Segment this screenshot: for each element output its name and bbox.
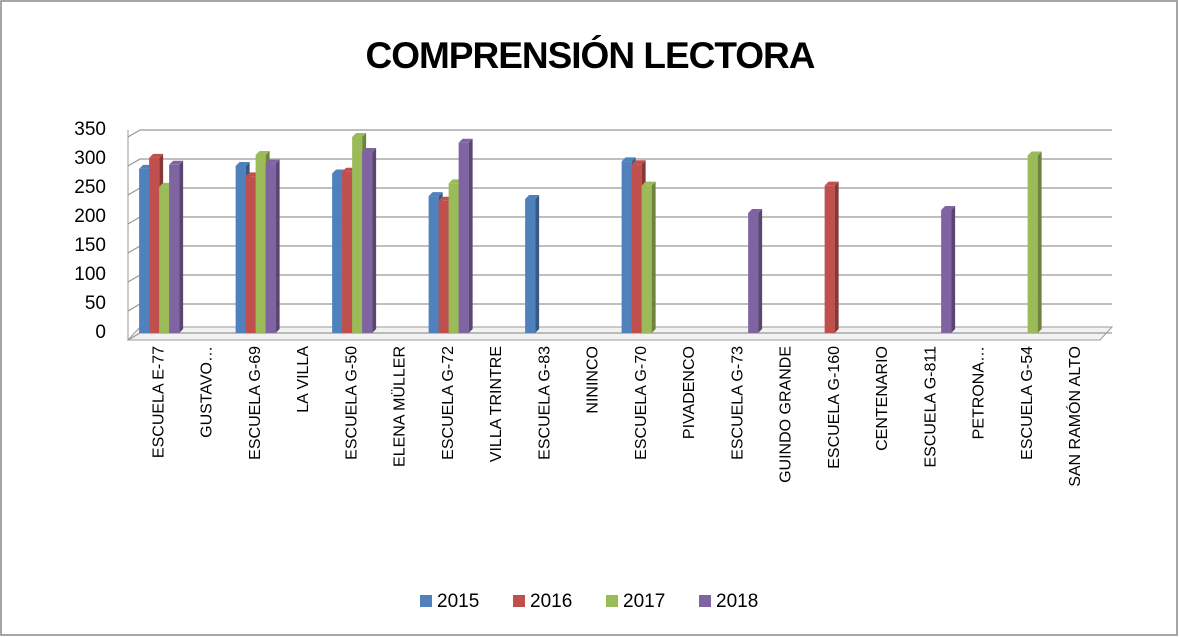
bar [641,185,652,333]
bar [428,196,439,333]
x-tick-label: GUSTAVO… [199,346,216,438]
x-tick-label: PIVADENCO [681,346,698,439]
bar-top [641,181,656,186]
legend-label: 2018 [716,591,758,612]
bar [525,199,536,333]
x-tick-label: ESCUELA G-73 [729,346,746,460]
x-tick-label: NININCO [585,346,602,414]
bar [265,163,276,333]
legend-label: 2016 [530,591,572,612]
x-tick-label: GUINDO GRANDE [778,346,795,483]
x-tick-label: ESCUELA G-83 [536,346,553,460]
bar [149,157,160,333]
x-tick-label: CENTENARIO [874,346,891,451]
bar-side [468,138,473,333]
bar [352,136,363,333]
bar [139,168,150,333]
bar [748,212,759,333]
y-tick-label: 0 [95,322,106,343]
bar-side [535,195,540,333]
x-tick-label: ESCUELA G-811 [922,346,939,468]
bar-top [149,153,164,158]
bar [332,173,343,333]
legend-label: 2017 [623,591,665,612]
x-tick-label: ELENA MÜLLER [391,346,409,467]
bar [631,164,642,333]
bar [448,183,459,333]
bar-top [265,159,280,164]
bar-top [621,157,636,162]
grid-line [127,158,1112,167]
y-tick-label: 250 [74,177,106,198]
legend-label: 2015 [437,591,479,612]
x-tick-label: ESCUELA G-70 [633,346,650,460]
x-tick-label: ESCUELA G-72 [440,346,457,460]
y-tick-label: 200 [74,206,106,227]
bar [342,171,353,333]
bar [235,165,246,333]
bar-top [1027,151,1042,156]
x-tick-label: ESCUELA G-50 [343,346,360,460]
legend-swatch [420,595,432,607]
legend-swatch [699,595,711,607]
bar-side [275,159,280,333]
bar-top [428,192,443,197]
bar-top [362,148,377,153]
bar [245,176,256,333]
bar-top [169,160,184,165]
x-tick-label: VILLA TRINTRE [488,346,505,462]
bar-side [834,181,839,333]
bar-side [951,206,956,333]
x-tick-label: LA VILLA [295,346,312,413]
bar [159,186,170,333]
bar [362,152,373,333]
bar-side [179,160,184,333]
legend-swatch [606,595,618,607]
y-tick-label: 300 [74,148,106,169]
bar [824,185,835,333]
x-tick-label: SAN RAMÓN ALTO [1065,346,1084,487]
bar-top [255,150,270,155]
bar [458,142,469,333]
x-tick-label: ESCUELA G-54 [1019,346,1036,460]
x-tick-label: ESCUELA E-77 [150,346,167,458]
bar-top [525,195,540,200]
bar-top [631,160,646,165]
y-tick-label: 100 [74,264,106,285]
x-tick-label: ESCUELA G-69 [247,346,264,460]
x-tick-label: PETRONA… [971,346,988,439]
bar [255,154,266,333]
bar [941,210,952,333]
bar-top [824,181,839,186]
x-tick-label: ESCUELA G-160 [826,346,843,469]
bar [1027,155,1038,333]
bar-top [748,208,763,213]
y-tick-label: 50 [85,293,106,314]
y-tick-label: 350 [74,119,106,140]
bar-side [758,208,763,333]
bar-top [352,132,367,137]
y-tick-label: 150 [74,235,106,256]
chart-title: COMPRENSIÓN LECTORA [365,34,814,76]
bar [169,164,180,333]
bar-side [372,148,377,333]
bar [621,161,632,333]
bar-top [458,138,473,143]
bar-top [941,206,956,211]
bar [438,200,449,333]
bar-side [651,181,656,333]
bar-top [235,161,250,166]
grid-line [127,129,1112,138]
legend-swatch [513,595,525,607]
bar-side [1037,151,1042,333]
